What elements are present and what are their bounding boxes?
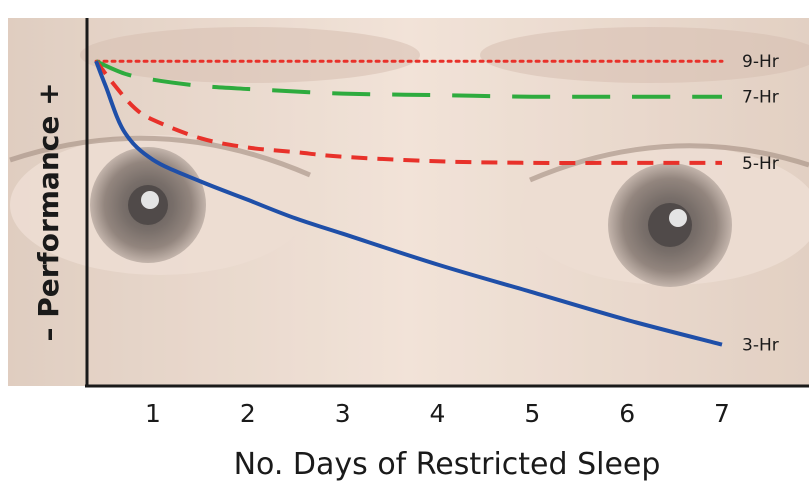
series-labels: 9-Hr 7-Hr 5-Hr 3-Hr xyxy=(742,52,779,355)
series-layer xyxy=(94,59,724,347)
x-tick-label: 1 xyxy=(145,399,161,428)
x-tick-label: 2 xyxy=(240,399,256,428)
series-label-9-hr: 9-Hr xyxy=(742,52,779,72)
series-line-7-hr xyxy=(95,59,722,99)
x-tick-label: 4 xyxy=(430,399,446,428)
x-tick-label: 5 xyxy=(524,399,540,428)
x-tick-labels: 1 2 3 4 5 6 7 xyxy=(145,399,730,428)
x-tick-label: 6 xyxy=(619,399,635,428)
series-label-5-hr: 5-Hr xyxy=(742,154,779,174)
series-line-3-hr xyxy=(94,60,723,347)
series-label-7-hr: 7-Hr xyxy=(742,88,779,108)
x-tick-label: 7 xyxy=(714,399,730,428)
x-axis-label: No. Days of Restricted Sleep xyxy=(234,447,661,482)
series-label-3-hr: 3-Hr xyxy=(742,336,779,356)
x-tick-label: 3 xyxy=(335,399,351,428)
background-photo xyxy=(8,18,809,386)
series-line-5-hr xyxy=(94,59,722,165)
y-axis-label: – Performance + xyxy=(32,82,65,341)
